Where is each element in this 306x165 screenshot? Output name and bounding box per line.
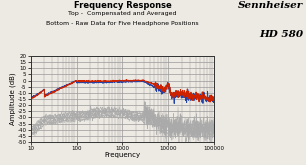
Text: Bottom - Raw Data for Five Headphone Positions: Bottom - Raw Data for Five Headphone Pos… xyxy=(46,21,199,26)
Text: Sennheiser: Sennheiser xyxy=(238,1,303,10)
Text: Top -  Compensated and Averaged: Top - Compensated and Averaged xyxy=(68,11,177,16)
Y-axis label: Amplitude (dB): Amplitude (dB) xyxy=(9,73,16,125)
Text: HD 580: HD 580 xyxy=(259,30,303,39)
Text: Frequency Response: Frequency Response xyxy=(73,1,171,10)
X-axis label: Frequency: Frequency xyxy=(104,152,140,158)
